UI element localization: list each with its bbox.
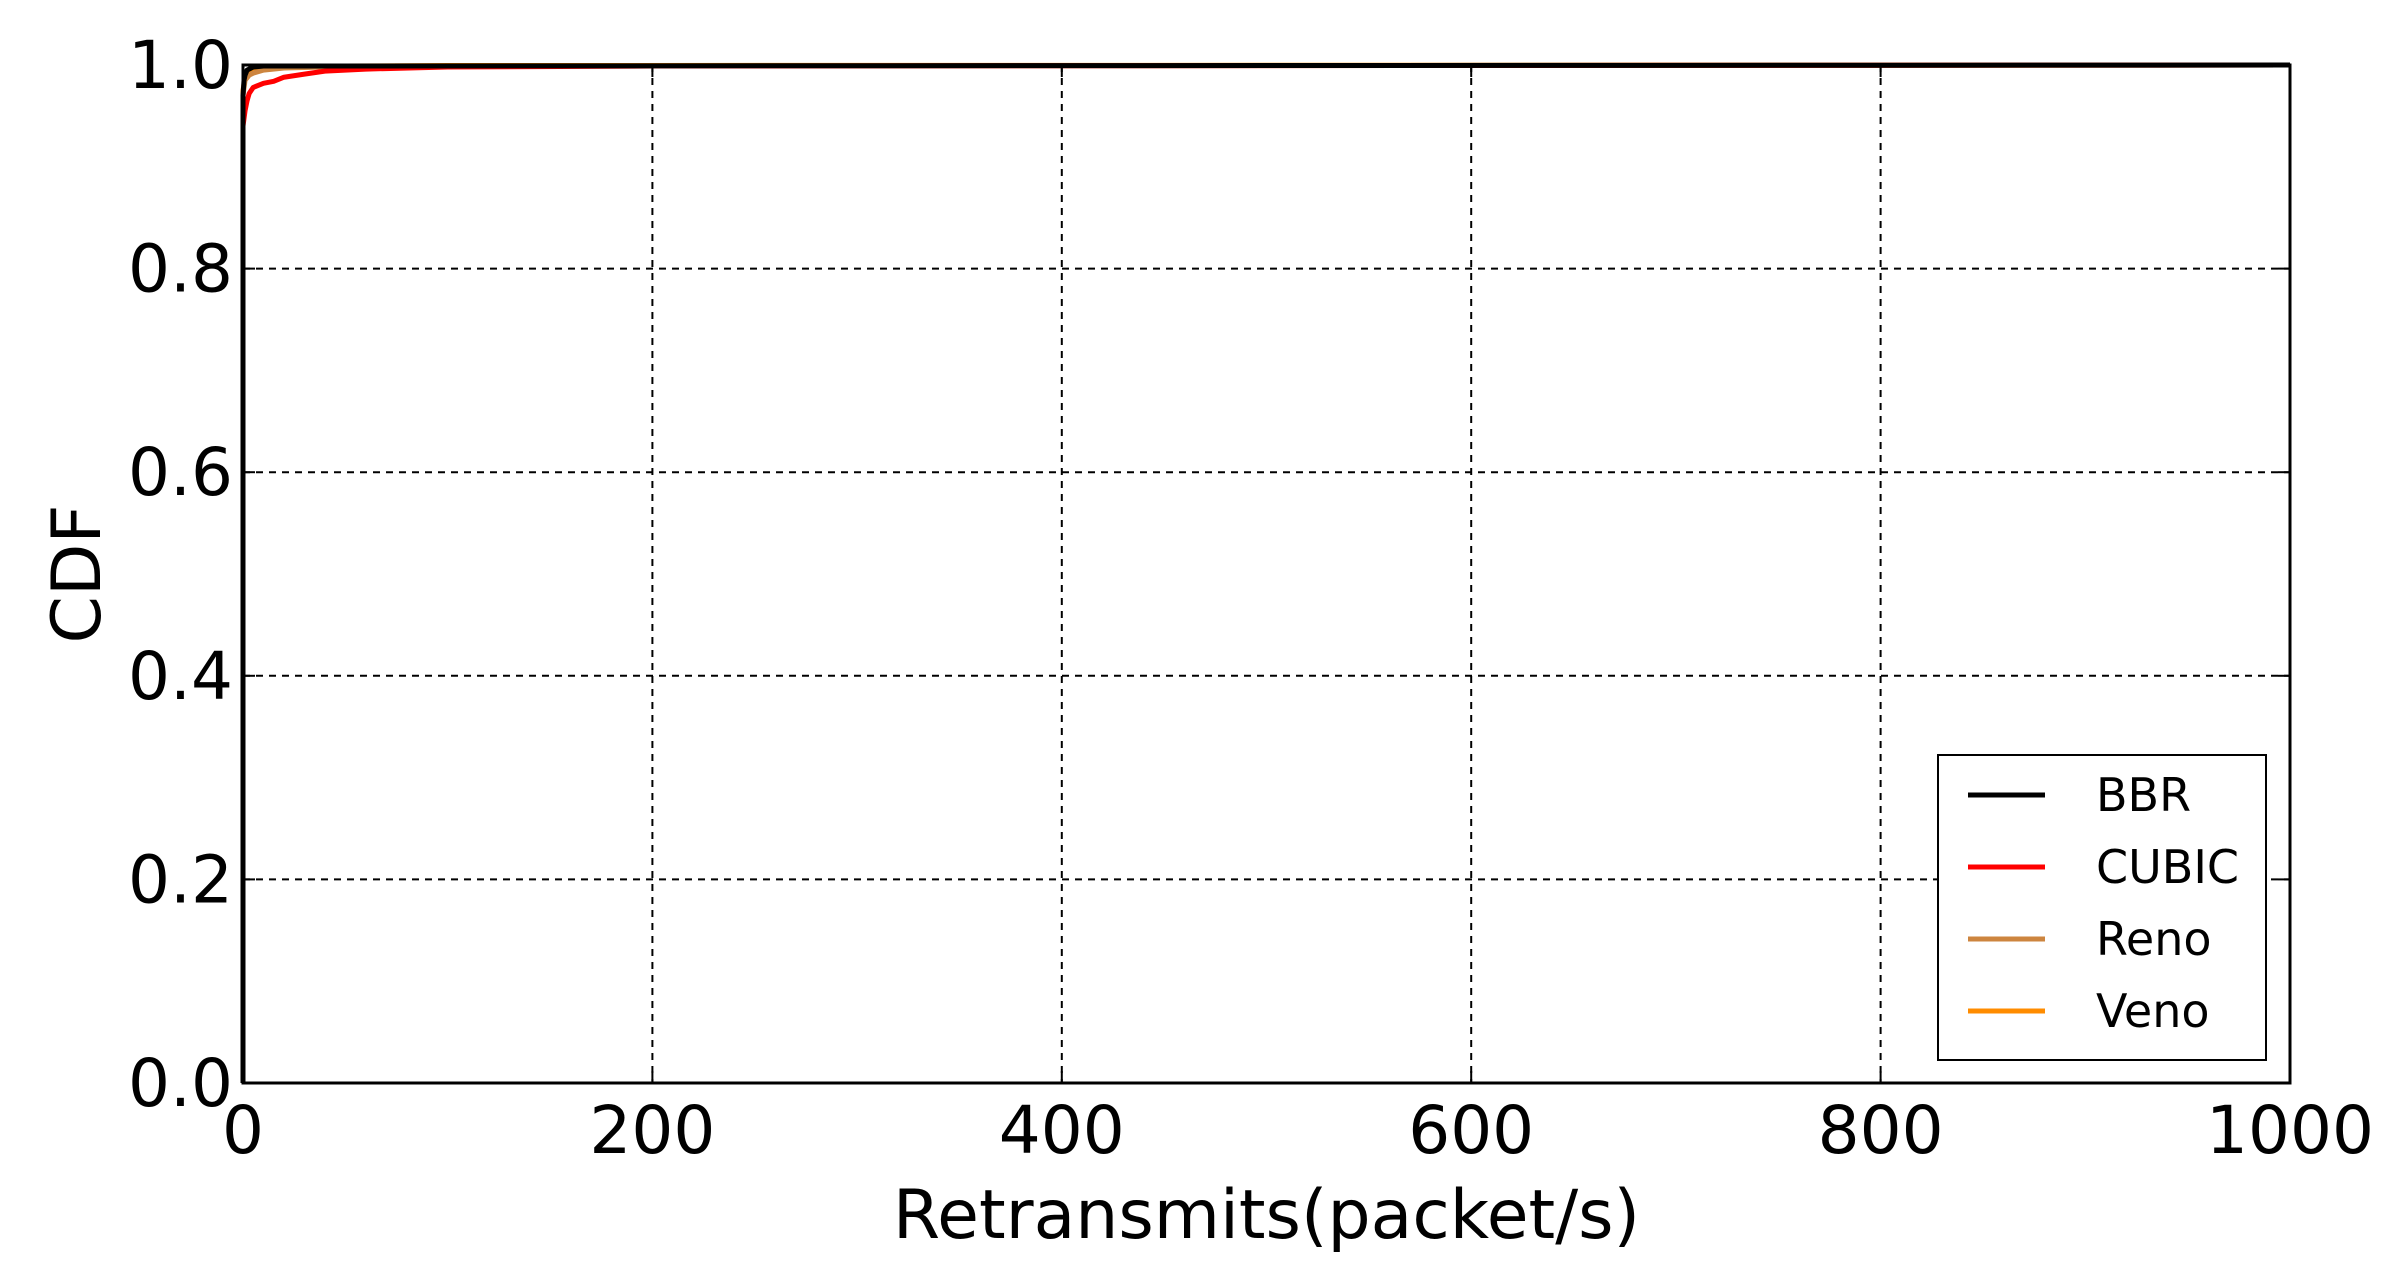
y-tick-label: 0.4: [128, 638, 233, 715]
y-tick-label: 0.2: [128, 841, 233, 918]
y-tick-label: 0.6: [128, 434, 233, 511]
y-tick-label: 1.0: [128, 27, 233, 104]
legend-label-veno: Veno: [2096, 984, 2210, 1038]
plot-frame: [241, 63, 2292, 1085]
x-axis-label: Retransmits(packet/s): [893, 1176, 1640, 1255]
y-axis-label: CDF: [38, 505, 117, 644]
tick-labels: 0 200 400 600 800 1000 0.0 0.2 0.4 0.6 0.8 1.0: [128, 27, 2374, 1169]
x-tick-label: 600: [1408, 1092, 1534, 1169]
x-tick-label: 1000: [2206, 1092, 2374, 1169]
y-tick-label: 0.0: [128, 1045, 233, 1122]
legend: BBR CUBIC Reno Veno: [1937, 754, 2267, 1061]
x-tick-label: 400: [999, 1092, 1125, 1169]
y-tick-label: 0.8: [128, 231, 233, 308]
legend-label-cubic: CUBIC: [2096, 840, 2239, 894]
legend-label-bbr: BBR: [2096, 768, 2191, 822]
x-tick-label: 800: [1818, 1092, 1944, 1169]
legend-label-reno: Reno: [2096, 912, 2212, 966]
axis-ticks: [242, 64, 2291, 1084]
x-tick-label: 0: [222, 1092, 264, 1169]
x-tick-label: 200: [589, 1092, 715, 1169]
